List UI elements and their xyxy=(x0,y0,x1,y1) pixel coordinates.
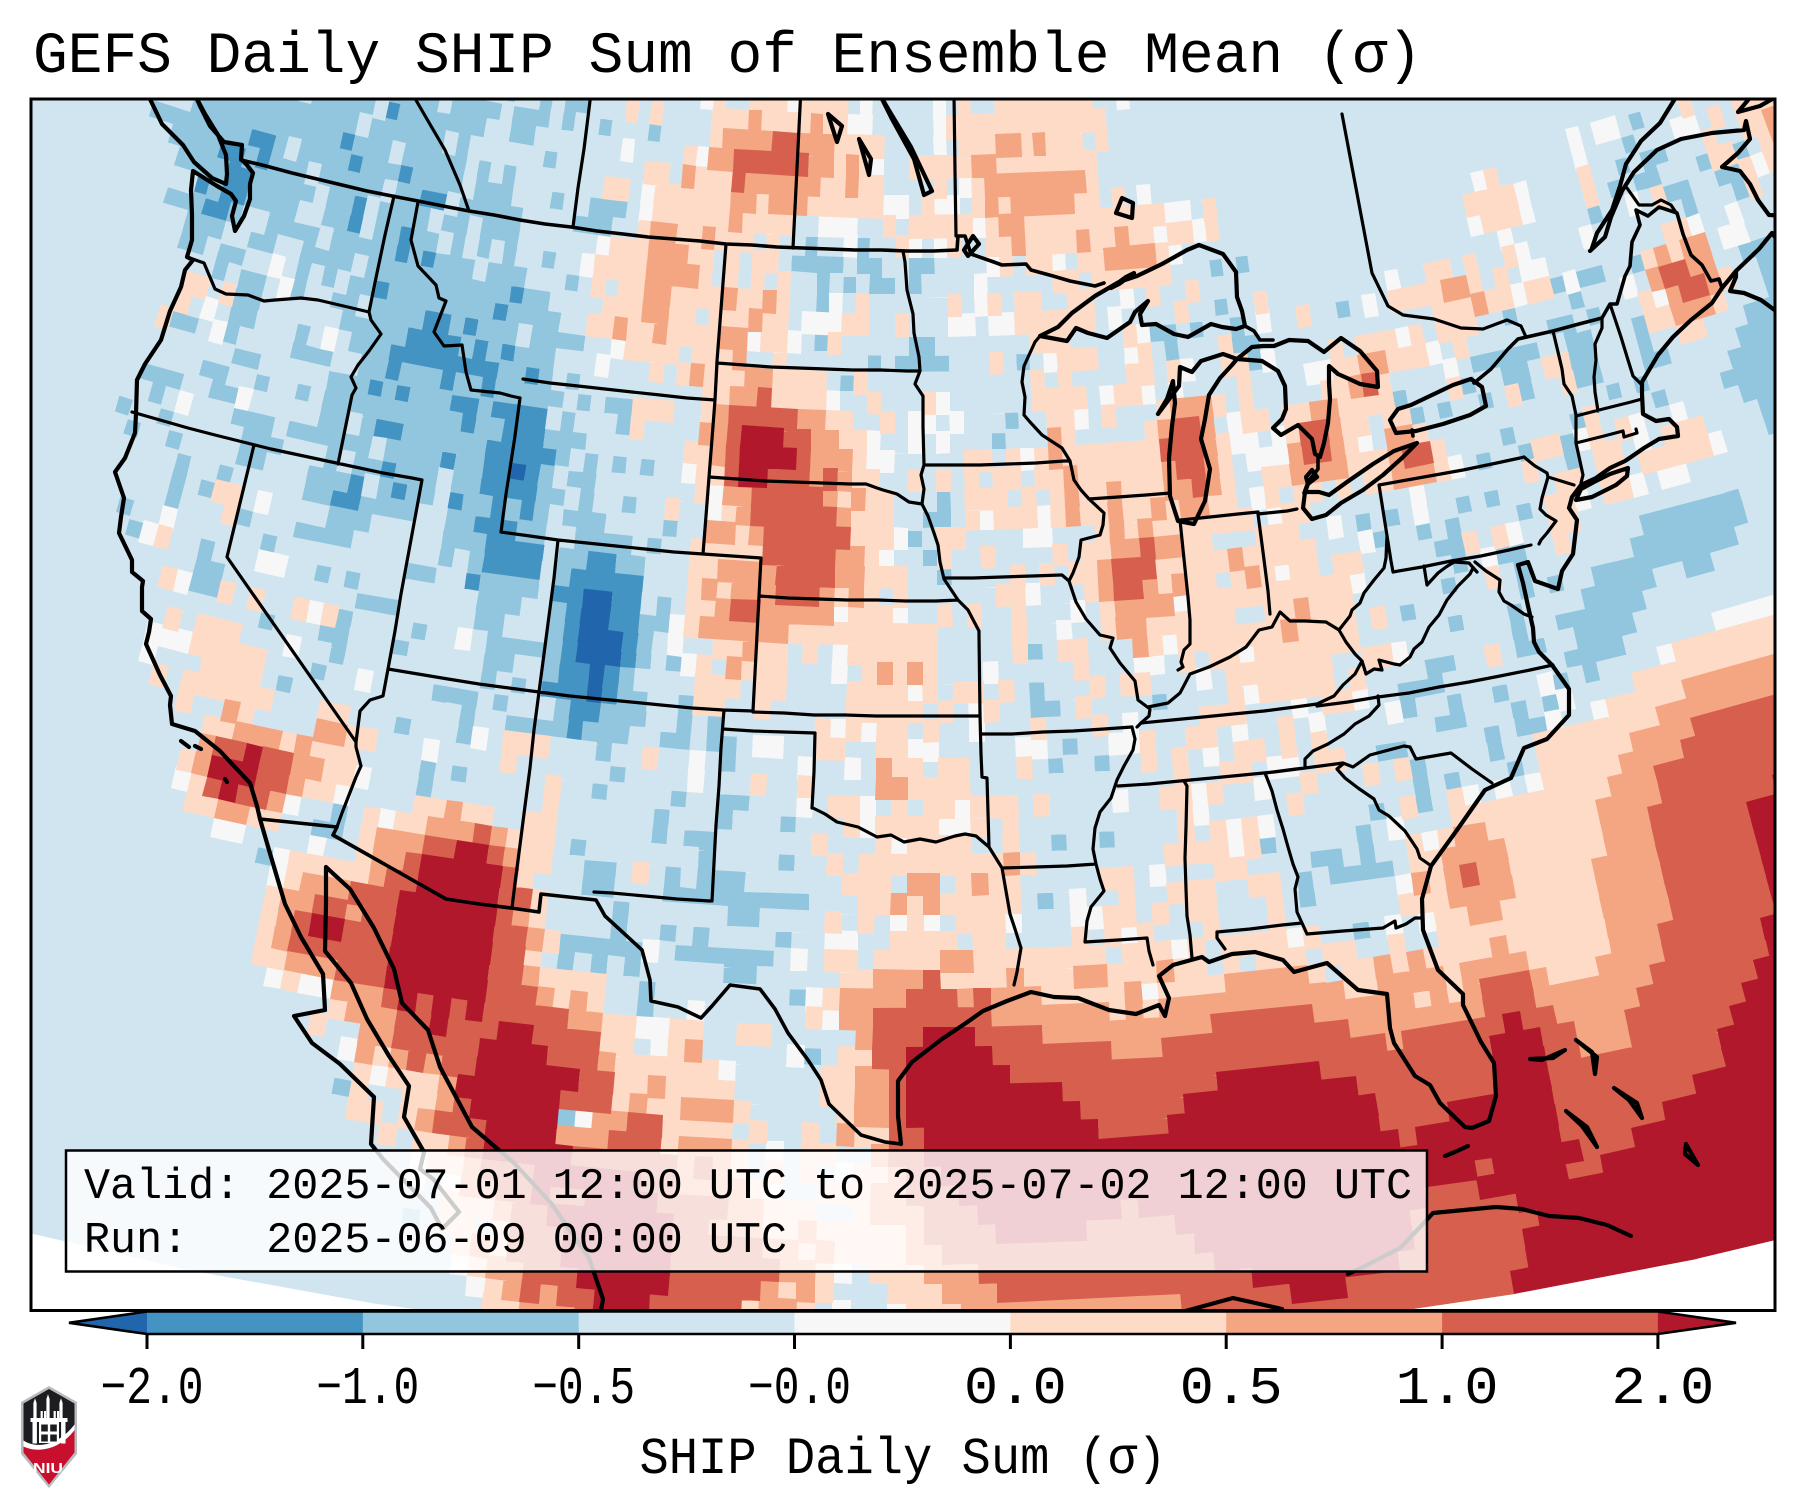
svg-text:Valid: 2025-07-01 12:00 UTC to: Valid: 2025-07-01 12:00 UTC to 2025-07-0… xyxy=(84,1163,1412,1212)
svg-text:0.5: 0.5 xyxy=(1180,1359,1283,1419)
svg-text:GEFS Daily SHIP Sum of Ensembl: GEFS Daily SHIP Sum of Ensemble Mean (σ) xyxy=(33,25,1422,90)
svg-text:−2.0: −2.0 xyxy=(101,1359,204,1419)
svg-text:0.0: 0.0 xyxy=(964,1359,1067,1419)
svg-text:SHIP Daily Sum (σ): SHIP Daily Sum (σ) xyxy=(640,1430,1167,1489)
svg-text:Run: 2025-06-09 00:00 UTC: Run: 2025-06-09 00:00 UTC xyxy=(84,1217,787,1266)
svg-text:−0.0: −0.0 xyxy=(748,1359,851,1419)
svg-text:−1.0: −1.0 xyxy=(316,1359,419,1419)
svg-text:2.0: 2.0 xyxy=(1611,1359,1714,1419)
svg-text:−0.5: −0.5 xyxy=(532,1359,635,1419)
svg-text:1.0: 1.0 xyxy=(1396,1359,1499,1419)
svg-text:NIU: NIU xyxy=(33,1460,63,1477)
